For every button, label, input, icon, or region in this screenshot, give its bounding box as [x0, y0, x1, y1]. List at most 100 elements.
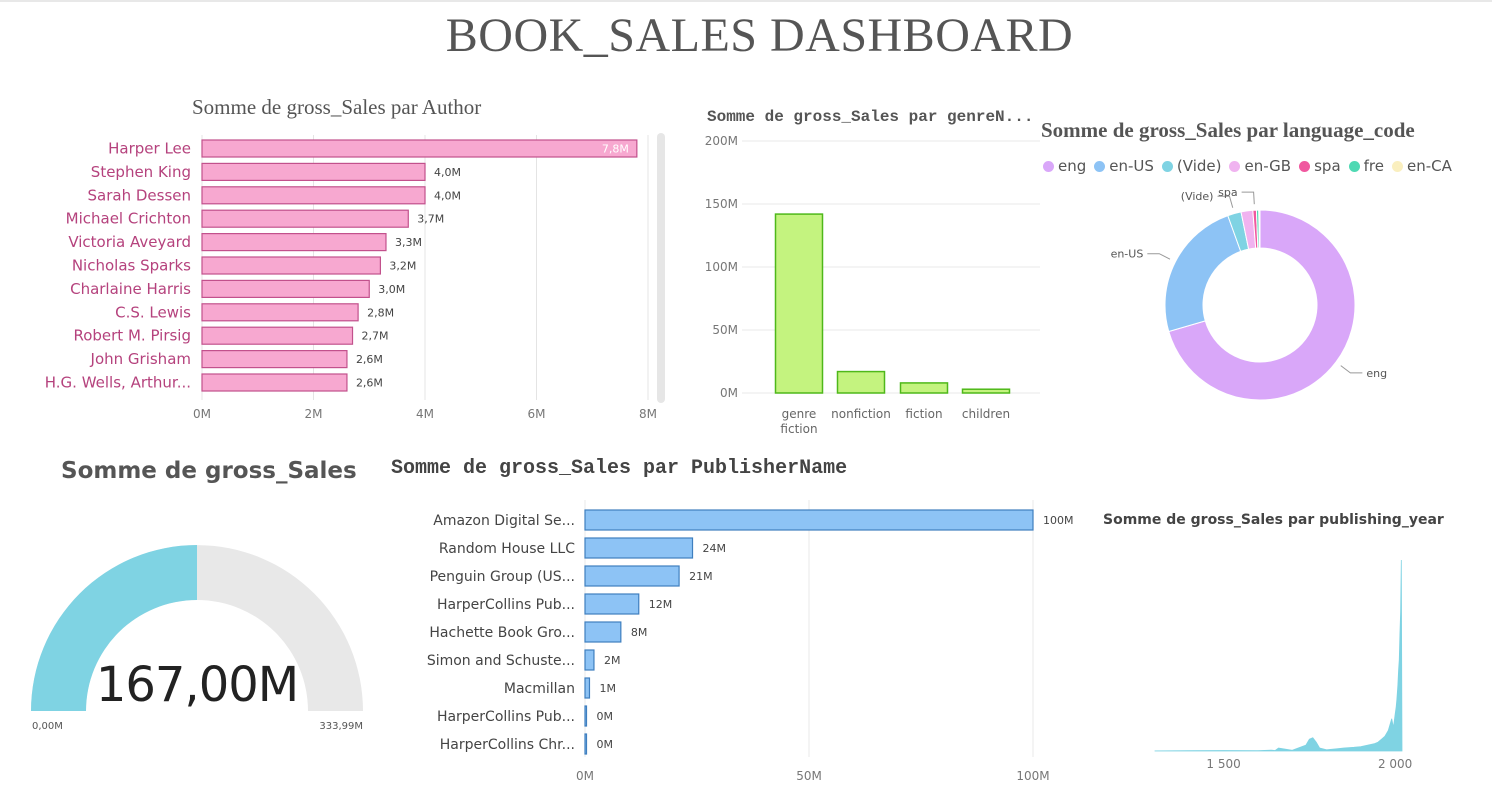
language-legend-item[interactable]: spa [1299, 157, 1341, 175]
publisher-bar [584, 733, 588, 755]
author-data-label: 7,8M [602, 143, 629, 156]
language-legend-item[interactable]: eng [1043, 157, 1086, 175]
publisher-data-label: 21M [689, 570, 713, 583]
author-category-label: Harper Lee [108, 140, 191, 158]
author-bar [201, 232, 387, 252]
legend-marker-icon [1043, 160, 1054, 172]
genre-category-label: genre [782, 407, 817, 421]
gauge-value: 167,00M [96, 657, 298, 713]
language-chart-title: Somme de gross_Sales par language_code [1041, 118, 1415, 142]
publisher-category-label: Hachette Book Gro... [429, 625, 575, 641]
author-bar [201, 279, 370, 298]
author-category-label: Nicholas Sparks [72, 257, 191, 275]
gauge-fill [31, 545, 198, 711]
genre-y-tick: 50M [712, 323, 738, 337]
legend-label: fre [1363, 157, 1384, 175]
language-leader-line [1241, 191, 1255, 205]
legend-label: en-US [1109, 157, 1154, 175]
author-data-label: 3,3M [395, 236, 422, 249]
publisher-chart-title: Somme de gross_Sales par PublisherName [391, 457, 848, 480]
author-bar [201, 350, 348, 369]
publisher-category-label: HarperCollins Chr... [440, 737, 575, 753]
publisher-bar [584, 565, 680, 587]
author-data-label: 3,0M [378, 283, 405, 296]
author-bar [201, 186, 426, 205]
author-data-label: 4,0M [434, 166, 461, 179]
publisher-bar [584, 537, 694, 559]
language-donut-chart: eng en-US (Vide) spa [1111, 186, 1387, 401]
legend-label: en-GB [1244, 157, 1292, 175]
author-x-tick: 2M [305, 407, 323, 421]
language-legend-item[interactable]: en-GB [1229, 157, 1291, 175]
author-data-label: 2,8M [367, 306, 394, 319]
gauge-min-label: 0,00M [32, 721, 63, 732]
language-slice [1164, 214, 1242, 333]
genre-bar [774, 213, 824, 394]
author-bar [201, 303, 359, 322]
genre-y-tick: 150M [705, 197, 738, 211]
language-slice-label: en-US [1111, 248, 1144, 261]
publisher-chart: 0M 50M 100M Amazon Digital Se... 100M Random … [427, 500, 1074, 783]
author-x-tick: 8M [639, 407, 657, 421]
publisher-category-label: Amazon Digital Se... [433, 513, 575, 529]
publisher-category-label: Penguin Group (US... [430, 569, 575, 585]
year-area-chart: 1 500 2 000 [1154, 559, 1412, 771]
author-category-label: Charlaine Harris [70, 280, 191, 298]
publisher-data-label: 0M [597, 710, 614, 723]
genre-bar [961, 388, 1011, 394]
language-slice-label: spa [1218, 186, 1237, 199]
genre-category-label: fiction [905, 407, 942, 421]
publisher-data-label: 0M [597, 738, 614, 751]
legend-marker-icon [1161, 160, 1173, 172]
author-data-label: 3,2M [389, 260, 416, 273]
author-data-label: 3,7M [417, 213, 444, 226]
genre-y-tick: 100M [705, 260, 738, 274]
year-chart-title: Somme de gross_Sales par publishing_year [1103, 512, 1444, 528]
language-legend-item[interactable]: (Vide) [1161, 157, 1222, 175]
publisher-bar [584, 705, 588, 727]
gauge-title: Somme de gross_Sales [61, 458, 357, 484]
genre-bar [899, 382, 949, 394]
legend-marker-icon [1229, 160, 1241, 172]
legend-label: en-CA [1407, 157, 1452, 175]
legend-marker-icon [1348, 160, 1360, 172]
publisher-category-label: Simon and Schuste... [427, 653, 575, 669]
genre-category-label: children [962, 407, 1010, 421]
author-data-label: 2,7M [362, 330, 389, 343]
author-chart: 0M 2M 4M 6M 8M Harper Lee 7,8M Stephen King 4,0M… [45, 135, 657, 421]
author-data-label: 2,6M [356, 377, 383, 390]
author-category-label: Victoria Aveyard [68, 233, 191, 251]
author-data-label: 4,0M [434, 189, 461, 202]
publisher-bar [584, 677, 591, 699]
author-bar [201, 326, 354, 345]
publisher-bar [584, 649, 595, 671]
author-bar [201, 373, 348, 392]
author-category-label: Robert M. Pirsig [73, 327, 191, 345]
author-category-label: Michael Crichton [66, 210, 191, 228]
language-leader-line [1340, 365, 1363, 374]
author-category-label: C.S. Lewis [115, 303, 191, 321]
language-legend-item[interactable]: en-CA [1392, 157, 1452, 175]
gauge-chart: 167,00M 0,00M 333,99M [31, 545, 363, 732]
author-bar [201, 256, 381, 275]
author-category-label: John Grisham [90, 350, 191, 368]
publisher-category-label: Macmillan [504, 681, 575, 697]
language-leader-line [1147, 253, 1171, 260]
author-chart-title: Somme de gross_Sales par Author [192, 95, 482, 119]
legend-marker-icon [1094, 160, 1106, 172]
language-legend-item[interactable]: fre [1348, 157, 1384, 175]
genre-bar [836, 370, 886, 394]
author-data-label: 2,6M [356, 353, 383, 366]
publisher-data-label: 24M [703, 542, 727, 555]
language-slice [1168, 209, 1356, 401]
language-legend-item[interactable]: en-US [1094, 157, 1154, 175]
legend-marker-icon [1392, 160, 1403, 172]
publisher-data-label: 12M [649, 598, 673, 611]
author-bar [201, 139, 638, 158]
legend-label: (Vide) [1176, 157, 1222, 175]
publisher-x-tick: 100M [1016, 769, 1049, 783]
author-chart-scrollbar[interactable] [657, 133, 665, 403]
publisher-x-tick: 50M [796, 769, 822, 783]
gauge-max-label: 333,99M [319, 721, 363, 732]
